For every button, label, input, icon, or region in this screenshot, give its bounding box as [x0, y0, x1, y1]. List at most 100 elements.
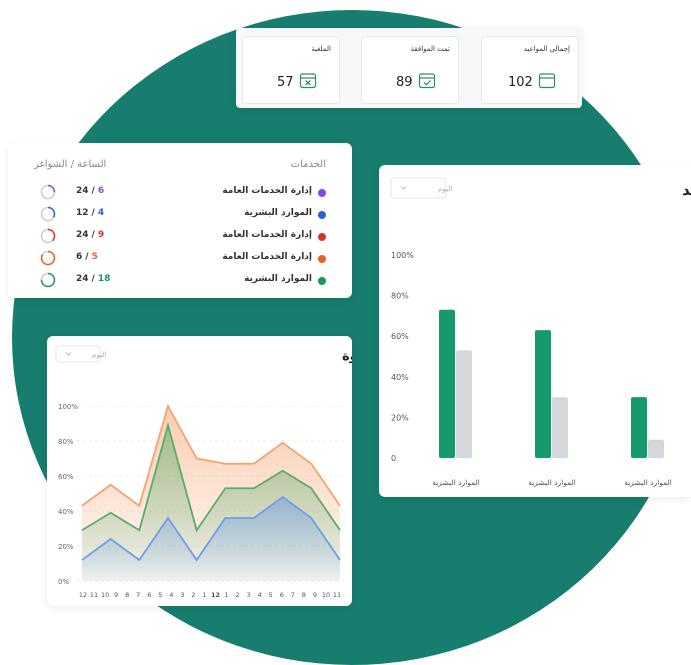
ring [40, 272, 56, 288]
bar [552, 397, 568, 458]
x-tick-label: 5 [269, 591, 273, 599]
y-tick-label: 80% [391, 292, 409, 301]
x-tick-label: 10 [101, 591, 109, 599]
total: 24 [76, 230, 89, 240]
chart-title: ساعات الذروة [342, 349, 352, 364]
x-tick-label: 5 [158, 591, 162, 599]
service-hours: 6/24 [76, 186, 104, 196]
x-tick-label: 8 [302, 591, 306, 599]
service-row: إدارة الخدمات العامة 9/24 [8, 227, 352, 247]
x-tick-label: 12 [79, 591, 87, 599]
x-tick-label: 3 [247, 591, 251, 599]
x-tick-label: 7 [291, 591, 295, 599]
service-row: الموارد البشرية 4/12 [8, 205, 352, 225]
service-row: إدارة الخدمات العامة 5/6 [8, 249, 352, 269]
ring-progress [40, 250, 56, 266]
y-tick-label: 20% [391, 413, 409, 422]
ring [40, 184, 56, 200]
chevron [65, 352, 72, 356]
x-tick-label: الموارد البشرية [624, 478, 672, 487]
bar [439, 309, 455, 458]
ring [40, 206, 56, 222]
service-dot [318, 277, 326, 285]
services-card: الخدمات الساعة / الشواغر إدارة الخدمات ا… [8, 143, 352, 298]
y-tick-label: 100% [58, 403, 78, 411]
bar-chart: حالة المواعيد اليوم 0 20% 40% 60% 80% 100% الموا… [390, 177, 691, 487]
used: 5 [91, 252, 98, 262]
service-dot [318, 255, 326, 263]
x-tick-label: 9 [313, 591, 317, 599]
service-name: الموارد البشرية [244, 274, 312, 284]
separator: / [85, 252, 89, 262]
y-tick-label: 0 [391, 454, 396, 463]
stat-card: تمت الموافقة 89 [361, 36, 459, 104]
ring [40, 250, 56, 266]
x-tick-label: الموارد البشرية [432, 478, 480, 487]
service-name: الموارد البشرية [244, 208, 312, 218]
y-tick-label: 40% [58, 508, 74, 516]
filter-dropdown[interactable] [55, 345, 101, 363]
filter-label: اليوم [438, 185, 452, 193]
service-hours: 18/24 [76, 274, 110, 284]
ring-progress [40, 184, 56, 200]
ring-progress [40, 272, 56, 288]
x-tick-label: 3 [180, 591, 184, 599]
x-tick-label: 8 [125, 591, 129, 599]
total: 24 [76, 186, 89, 196]
service-dot [318, 233, 326, 241]
stat-label: تمت الموافقة [410, 45, 450, 53]
service-name: إدارة الخدمات العامة [222, 230, 312, 240]
calendar-check-icon [418, 73, 436, 89]
service-row: إدارة الخدمات العامة 6/24 [8, 183, 352, 203]
bar [631, 397, 647, 458]
calendar-icon [538, 73, 556, 89]
calendar-cancel-icon [299, 73, 317, 89]
service-dot [318, 189, 326, 197]
stat-value: 57 [277, 75, 294, 90]
x-tick-label: 11 [90, 591, 98, 599]
chart-title: حالة المواعيد [682, 181, 691, 199]
x-tick-label: 4 [258, 591, 262, 599]
line [81, 495, 341, 562]
y-tick-label: 0% [58, 578, 69, 586]
y-tick-label: 20% [58, 543, 74, 551]
x-tick-label: 11 [333, 591, 341, 599]
stat-value: 89 [396, 75, 413, 90]
ring-progress [40, 228, 56, 244]
column-header: الساعة / الشواغر [34, 159, 107, 170]
stat-card: الملغية 57 [242, 36, 340, 104]
total: 12 [76, 208, 89, 218]
service-dot [318, 211, 326, 219]
service-hours: 9/24 [76, 230, 104, 240]
x-tick-label: 10 [322, 591, 330, 599]
separator: / [91, 274, 95, 284]
separator: / [91, 186, 95, 196]
y-tick-label: 60% [58, 473, 74, 481]
filter-dropdown[interactable] [390, 177, 447, 199]
x-tick-label: 12 [211, 591, 220, 599]
x-tick-label: 1 [202, 591, 206, 599]
bar [535, 330, 551, 458]
stats-panel: الملغية 57 تمت الموافقة 89 إجمالي المواع… [236, 28, 582, 108]
service-name: إدارة الخدمات العامة [222, 186, 312, 196]
chart-card: ساعات الذروةاليوم0%20%40%60%80%100%12111… [47, 336, 431, 606]
ring [40, 228, 56, 244]
x-tick-label: 1 [224, 591, 228, 599]
x-tick-label: 7 [136, 591, 140, 599]
x-tick-label: 2 [236, 591, 240, 599]
used: 18 [97, 274, 111, 284]
stat-card: إجمالي المواعيد 102 [481, 36, 579, 104]
service-hours: 5/6 [76, 252, 98, 262]
x-tick-label: 9 [114, 591, 118, 599]
x-tick-label: الموارد البشرية [528, 478, 576, 487]
stat-value: 102 [508, 75, 533, 90]
ring-progress [40, 206, 56, 222]
y-tick-label: 80% [58, 438, 74, 446]
y-tick-label: 60% [391, 332, 409, 341]
bar [456, 350, 472, 458]
total: 24 [76, 274, 89, 284]
x-tick-label: 6 [147, 591, 151, 599]
y-tick-label: 40% [391, 373, 409, 382]
y-tick-label: 100% [391, 251, 414, 260]
